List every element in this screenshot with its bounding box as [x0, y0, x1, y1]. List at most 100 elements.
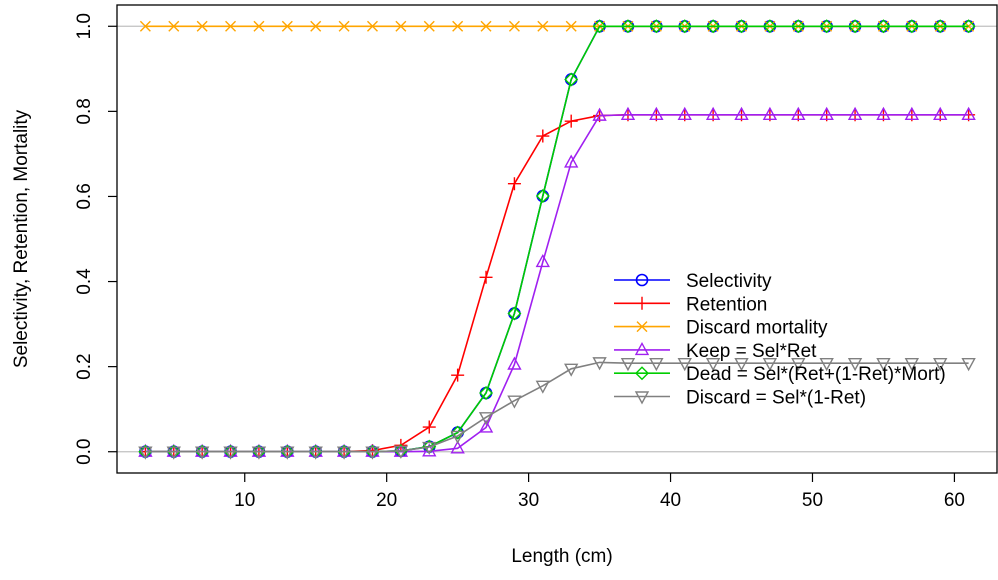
data-point: [649, 106, 664, 120]
data-point: [876, 358, 891, 372]
data-point: [166, 443, 181, 457]
legend-marker: [635, 296, 649, 310]
data-point: [422, 441, 437, 456]
data-point: [762, 106, 778, 120]
legend-item: Discard mortality: [614, 318, 828, 339]
legend-marker: [635, 273, 649, 287]
data-point: [336, 446, 352, 460]
data-point: [535, 189, 550, 204]
data-point: [223, 446, 238, 460]
legend-marker: [635, 366, 649, 381]
legend-label: Retention: [686, 294, 767, 315]
data-point: [280, 446, 295, 460]
data-point: [819, 358, 834, 372]
data-point: [196, 20, 208, 32]
data-point: [791, 19, 806, 34]
legend-label: Discard mortality: [686, 318, 828, 339]
data-point: [310, 20, 322, 32]
data-point: [478, 412, 494, 426]
data-point: [649, 358, 664, 372]
data-point: [537, 20, 549, 32]
y-tick-label: 0.2: [74, 353, 95, 379]
data-point: [848, 19, 863, 34]
data-point: [734, 19, 749, 34]
data-point: [422, 420, 436, 434]
data-point: [734, 106, 749, 120]
data-point: [904, 19, 919, 34]
data-point: [649, 19, 664, 34]
data-point: [536, 129, 550, 143]
data-point: [423, 20, 435, 32]
x-axis: 10 20 30 40 50 60: [234, 473, 965, 511]
data-point: [904, 358, 920, 372]
data-point: [564, 363, 579, 377]
data-point: [166, 446, 181, 460]
data-point: [847, 106, 863, 120]
data-point: [365, 443, 380, 457]
x-tick-label: 50: [802, 490, 823, 511]
data-point: [280, 443, 295, 457]
data-point: [535, 380, 550, 394]
data-point: [507, 177, 521, 191]
data-point: [251, 446, 267, 460]
data-point: [565, 20, 577, 32]
y-tick-label: 0.4: [74, 268, 95, 295]
data-point: [168, 20, 180, 32]
data-point: [592, 357, 607, 371]
data-point: [564, 72, 579, 87]
data-point: [677, 358, 692, 372]
data-point: [904, 106, 920, 120]
data-point: [281, 20, 293, 32]
legend-marker: [636, 321, 648, 333]
legend-item: Discard = Sel*(1-Ret): [614, 388, 866, 409]
data-point: [819, 19, 834, 34]
data-point: [451, 368, 465, 382]
data-point: [535, 254, 550, 268]
data-point: [507, 306, 522, 321]
data-point: [138, 446, 153, 460]
legend-marker: [634, 391, 650, 405]
y-tick-label: 0.0: [74, 439, 95, 465]
data-point: [478, 419, 494, 433]
legend-item: Selectivity: [614, 271, 772, 292]
data-point: [592, 19, 607, 34]
data-point: [706, 19, 721, 34]
data-point: [366, 20, 378, 32]
data-point: [507, 395, 522, 409]
data-point: [564, 154, 579, 168]
series-layer: [138, 19, 976, 460]
x-tick-label: 60: [944, 490, 965, 511]
data-point: [450, 430, 465, 444]
data-point: [847, 358, 863, 372]
data-point: [194, 443, 210, 457]
data-point: [961, 106, 976, 120]
y-tick-label: 0.6: [74, 183, 95, 209]
data-point: [308, 443, 323, 457]
data-point: [876, 19, 891, 34]
data-point: [139, 20, 151, 32]
legend-item: Keep = Sel*Ret: [614, 341, 817, 362]
data-point: [225, 20, 237, 32]
data-point: [933, 19, 948, 34]
legend-label: Dead = Sel*(Ret+(1-Ret)*Mort): [686, 364, 946, 385]
data-point: [395, 20, 407, 32]
data-point: [876, 106, 891, 120]
data-point: [933, 106, 948, 120]
legend-label: Discard = Sel*(1-Ret): [686, 388, 866, 409]
data-point: [564, 114, 578, 128]
data-point: [705, 358, 721, 372]
data-point: [338, 20, 350, 32]
data-point: [452, 20, 464, 32]
plot-frame: [116, 4, 998, 474]
data-point: [508, 20, 520, 32]
legend-marker: [634, 341, 650, 356]
legend-item: Dead = Sel*(Ret+(1-Ret)*Mort): [614, 364, 946, 385]
data-point: [592, 107, 607, 121]
data-point: [308, 446, 323, 460]
data-point: [393, 445, 409, 459]
x-tick-label: 20: [376, 490, 397, 511]
data-point: [705, 106, 721, 120]
data-point: [791, 358, 806, 372]
